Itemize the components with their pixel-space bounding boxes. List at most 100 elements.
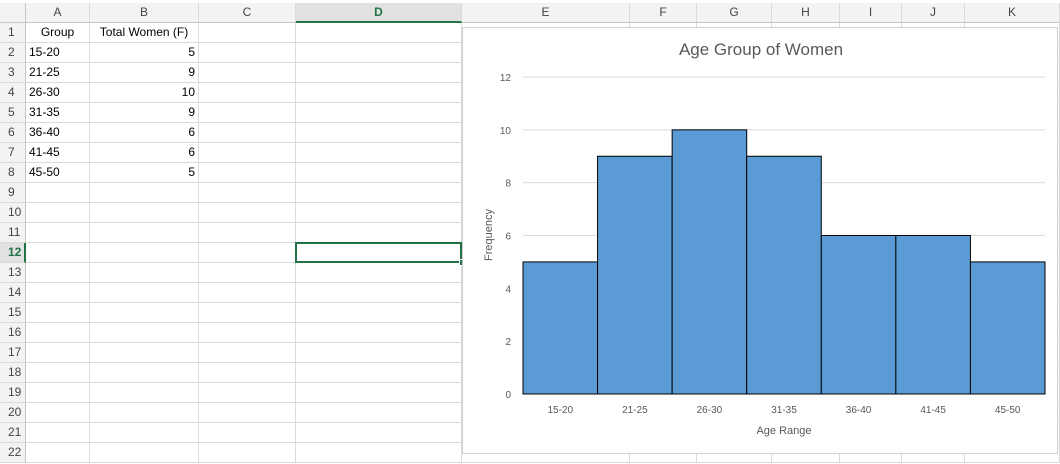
cell-a21[interactable] xyxy=(26,423,90,443)
cell-d2[interactable] xyxy=(296,43,462,63)
cell-c10[interactable] xyxy=(199,203,296,223)
cell-b14[interactable] xyxy=(90,283,199,303)
cell-a13[interactable] xyxy=(26,263,90,283)
row-header-1[interactable]: 1 xyxy=(0,23,26,43)
cell-a22[interactable] xyxy=(26,443,90,463)
cell-c21[interactable] xyxy=(199,423,296,443)
active-cell-selection[interactable] xyxy=(295,242,462,263)
cell-d19[interactable] xyxy=(296,383,462,403)
cell-b9[interactable] xyxy=(90,183,199,203)
cell-a4[interactable]: 26-30 xyxy=(26,83,90,103)
cell-c22[interactable] xyxy=(199,443,296,463)
cell-b6[interactable]: 6 xyxy=(90,123,199,143)
column-header-f[interactable]: F xyxy=(630,3,697,23)
cell-b10[interactable] xyxy=(90,203,199,223)
row-header-14[interactable]: 14 xyxy=(0,283,26,303)
cell-c12[interactable] xyxy=(199,243,296,263)
cell-c11[interactable] xyxy=(199,223,296,243)
row-header-3[interactable]: 3 xyxy=(0,63,26,83)
cell-d10[interactable] xyxy=(296,203,462,223)
cell-a8[interactable]: 45-50 xyxy=(26,163,90,183)
row-header-12[interactable]: 12 xyxy=(0,243,26,263)
cell-c2[interactable] xyxy=(199,43,296,63)
cell-a20[interactable] xyxy=(26,403,90,423)
cell-d20[interactable] xyxy=(296,403,462,423)
row-header-2[interactable]: 2 xyxy=(0,43,26,63)
column-header-j[interactable]: J xyxy=(902,3,965,23)
cell-c13[interactable] xyxy=(199,263,296,283)
cell-b22[interactable] xyxy=(90,443,199,463)
select-all-corner[interactable] xyxy=(0,3,26,23)
cell-b21[interactable] xyxy=(90,423,199,443)
cell-d18[interactable] xyxy=(296,363,462,383)
cell-d7[interactable] xyxy=(296,143,462,163)
cell-a6[interactable]: 36-40 xyxy=(26,123,90,143)
cell-a2[interactable]: 15-20 xyxy=(26,43,90,63)
row-header-9[interactable]: 9 xyxy=(0,183,26,203)
cell-c19[interactable] xyxy=(199,383,296,403)
cell-c17[interactable] xyxy=(199,343,296,363)
cell-c14[interactable] xyxy=(199,283,296,303)
cell-b2[interactable]: 5 xyxy=(90,43,199,63)
cell-b20[interactable] xyxy=(90,403,199,423)
row-header-8[interactable]: 8 xyxy=(0,163,26,183)
column-header-h[interactable]: H xyxy=(772,3,840,23)
cell-b7[interactable]: 6 xyxy=(90,143,199,163)
cell-d3[interactable] xyxy=(296,63,462,83)
cell-d17[interactable] xyxy=(296,343,462,363)
cell-c4[interactable] xyxy=(199,83,296,103)
column-header-b[interactable]: B xyxy=(90,3,199,23)
cell-b16[interactable] xyxy=(90,323,199,343)
cell-a16[interactable] xyxy=(26,323,90,343)
cell-c8[interactable] xyxy=(199,163,296,183)
cell-b5[interactable]: 9 xyxy=(90,103,199,123)
cell-a14[interactable] xyxy=(26,283,90,303)
cell-b11[interactable] xyxy=(90,223,199,243)
cell-d1[interactable] xyxy=(296,23,462,43)
cell-c6[interactable] xyxy=(199,123,296,143)
cell-d8[interactable] xyxy=(296,163,462,183)
row-header-16[interactable]: 16 xyxy=(0,323,26,343)
cell-c5[interactable] xyxy=(199,103,296,123)
cell-c15[interactable] xyxy=(199,303,296,323)
histogram-chart[interactable]: Age Group of Women 0 2 4 6 8 10 12 15-20 21-25 26-… xyxy=(462,27,1058,454)
cell-b8[interactable]: 5 xyxy=(90,163,199,183)
cell-d13[interactable] xyxy=(296,263,462,283)
cell-c9[interactable] xyxy=(199,183,296,203)
cell-b4[interactable]: 10 xyxy=(90,83,199,103)
cell-a18[interactable] xyxy=(26,363,90,383)
cell-b17[interactable] xyxy=(90,343,199,363)
cell-d5[interactable] xyxy=(296,103,462,123)
cell-d4[interactable] xyxy=(296,83,462,103)
cell-b18[interactable] xyxy=(90,363,199,383)
cell-d6[interactable] xyxy=(296,123,462,143)
cell-c16[interactable] xyxy=(199,323,296,343)
row-header-17[interactable]: 17 xyxy=(0,343,26,363)
cell-b13[interactable] xyxy=(90,263,199,283)
cell-b19[interactable] xyxy=(90,383,199,403)
cell-b15[interactable] xyxy=(90,303,199,323)
cell-b12[interactable] xyxy=(90,243,199,263)
column-header-c[interactable]: C xyxy=(199,3,296,23)
cell-d22[interactable] xyxy=(296,443,462,463)
cell-d14[interactable] xyxy=(296,283,462,303)
column-header-i[interactable]: I xyxy=(840,3,902,23)
cell-d15[interactable] xyxy=(296,303,462,323)
cell-a9[interactable] xyxy=(26,183,90,203)
cell-a1[interactable]: Group xyxy=(26,23,90,43)
cell-a11[interactable] xyxy=(26,223,90,243)
cell-d16[interactable] xyxy=(296,323,462,343)
row-header-19[interactable]: 19 xyxy=(0,383,26,403)
cell-c1[interactable] xyxy=(199,23,296,43)
cell-a19[interactable] xyxy=(26,383,90,403)
row-header-6[interactable]: 6 xyxy=(0,123,26,143)
row-header-7[interactable]: 7 xyxy=(0,143,26,163)
row-header-18[interactable]: 18 xyxy=(0,363,26,383)
row-header-5[interactable]: 5 xyxy=(0,103,26,123)
cell-b3[interactable]: 9 xyxy=(90,63,199,83)
row-header-4[interactable]: 4 xyxy=(0,83,26,103)
column-header-e[interactable]: E xyxy=(462,3,630,23)
cell-a15[interactable] xyxy=(26,303,90,323)
row-header-15[interactable]: 15 xyxy=(0,303,26,323)
cell-c7[interactable] xyxy=(199,143,296,163)
